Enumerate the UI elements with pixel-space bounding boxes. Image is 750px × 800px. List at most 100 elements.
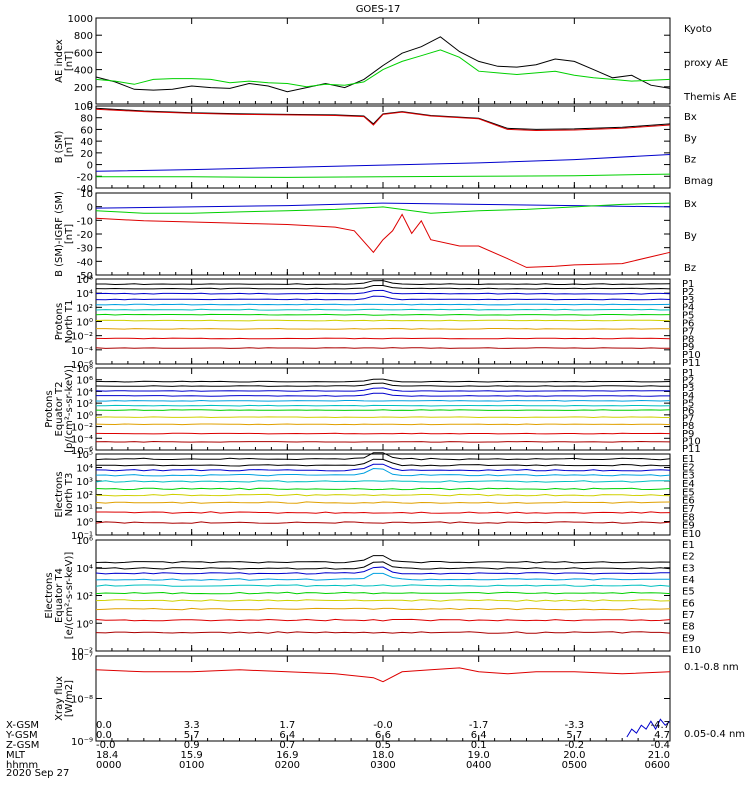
series-line xyxy=(95,591,671,595)
ephem-value: 20.0 xyxy=(563,750,585,761)
legend-item: Bmag xyxy=(684,176,713,187)
series-line xyxy=(95,404,671,407)
series-line xyxy=(95,599,671,602)
y-tick-label: 10⁵ xyxy=(76,450,93,461)
series-line xyxy=(95,285,671,290)
series-line xyxy=(95,458,671,467)
ephem-value: 0000 xyxy=(96,760,121,771)
y-tick-label: 0 xyxy=(87,203,93,214)
series-line xyxy=(95,289,671,295)
y-tick-label: 10⁻² xyxy=(71,332,93,343)
legend-item: E6 xyxy=(682,598,695,609)
ephem-value: -3.3 xyxy=(565,720,585,731)
ephem-value: 16.9 xyxy=(276,750,298,761)
ephem-value: -0.0 xyxy=(373,720,393,731)
legend-item: E9 xyxy=(682,633,695,644)
ephem-row-label: hhmm xyxy=(6,760,38,771)
legend-item: proxy AE xyxy=(684,58,728,69)
y-axis-label: Equator T2 xyxy=(54,382,65,437)
y-axis-label: [nT] xyxy=(64,51,75,71)
legend-item: E2 xyxy=(682,462,695,473)
legend-item: E8 xyxy=(682,622,695,633)
ephem-value: -0.0 xyxy=(96,740,116,751)
legend-item: P11 xyxy=(682,444,701,455)
y-axis-label: B (SM) xyxy=(54,130,65,163)
y-tick-label: 0 xyxy=(87,161,93,172)
ephem-value: -1.7 xyxy=(469,720,489,731)
ephem-value: 0400 xyxy=(466,760,491,771)
series-line xyxy=(95,667,671,683)
legend-item: P6 xyxy=(682,406,694,417)
ephem-value: 18.4 xyxy=(96,750,118,761)
ephem-value: 6.4 xyxy=(471,730,487,741)
series-line xyxy=(95,572,670,581)
y-tick-label: 100 xyxy=(74,102,93,113)
series-line xyxy=(96,511,671,514)
legend-item: E4 xyxy=(682,479,695,490)
legend-item: P8 xyxy=(682,421,694,432)
y-axis-label: Equator T4 xyxy=(54,568,65,623)
series-line xyxy=(95,452,671,461)
legend-item: E9 xyxy=(682,521,695,532)
series-line xyxy=(96,280,671,286)
legend-item: P5 xyxy=(682,398,694,409)
y-tick-label: -30 xyxy=(77,244,93,255)
ephem-value: 6.6 xyxy=(375,730,391,741)
panel-e1: 10⁻¹ 10⁰ 10¹ 10² 10³ 10⁴ 10⁵ Electrons North T3 E… xyxy=(54,450,701,542)
series-line xyxy=(95,295,671,301)
y-tick-label: 0 xyxy=(87,100,93,111)
y-tick-label: 80 xyxy=(80,114,93,125)
y-tick-label: -20 xyxy=(77,172,93,183)
legend-item: E4 xyxy=(682,575,695,586)
series-line xyxy=(95,501,671,504)
y-axis-label: North T3 xyxy=(64,473,75,517)
series-line xyxy=(95,202,671,209)
ephem-value: 0.7 xyxy=(279,740,295,751)
ephemeris-table: X-GSM 0.0 3.3 1.7 -0.0 -1.7 -3.3 -4.7 Y-GSM 0.0 5.… xyxy=(5,720,670,771)
series-line xyxy=(95,313,671,316)
series-line xyxy=(95,566,671,575)
date-label: 2020 Sep 27 xyxy=(6,768,69,779)
y-tick-label: 10⁻² xyxy=(71,423,93,434)
y-tick-label: 10⁻² xyxy=(71,647,93,658)
legend-item: P3 xyxy=(682,383,694,394)
legend-item: E7 xyxy=(682,610,695,621)
ephem-value: 0300 xyxy=(370,760,395,771)
series-line xyxy=(95,463,671,472)
legend-item: E1 xyxy=(682,540,695,551)
y-tick-label: 10² xyxy=(76,592,93,603)
ephem-value: 6.4 xyxy=(279,730,295,741)
series-line xyxy=(95,387,670,392)
series-line xyxy=(95,555,671,564)
legend-item: E7 xyxy=(682,504,695,515)
series-line xyxy=(95,108,671,132)
y-tick-label: -10 xyxy=(77,216,93,227)
ephem-value: 0.0 xyxy=(96,730,112,741)
series-line xyxy=(95,607,671,611)
y-tick-label: 10⁰ xyxy=(76,619,93,630)
series-line xyxy=(95,432,671,435)
y-tick-label: 10⁶ xyxy=(76,376,93,387)
series-line xyxy=(95,493,671,497)
y-tick-label: 10⁻⁷ xyxy=(71,652,93,663)
ephem-row-label: X-GSM xyxy=(6,720,39,731)
y-axis-label: [p/(cm²-s-sr-keV)] xyxy=(64,365,75,453)
legend-item: P8 xyxy=(682,334,694,345)
y-tick-label: 10⁶ xyxy=(76,536,93,547)
series-line xyxy=(95,561,671,570)
legend-item: E6 xyxy=(682,496,695,507)
y-tick-label: 10⁴ xyxy=(76,289,93,300)
legend-item: 0.05-0.4 nm xyxy=(684,729,745,740)
series-line xyxy=(95,618,671,622)
y-axis-label: AE index xyxy=(54,39,65,83)
series-line xyxy=(95,303,671,306)
y-axis-label: Protons xyxy=(44,390,55,427)
panel-frame xyxy=(95,539,671,652)
legend-item: E2 xyxy=(682,552,695,563)
legend-item: 0.1-0.8 nm xyxy=(684,662,739,673)
y-axis-label: North T1 xyxy=(64,300,75,344)
series-line xyxy=(95,308,671,311)
series-line xyxy=(95,36,671,93)
y-tick-label: 400 xyxy=(74,66,93,77)
